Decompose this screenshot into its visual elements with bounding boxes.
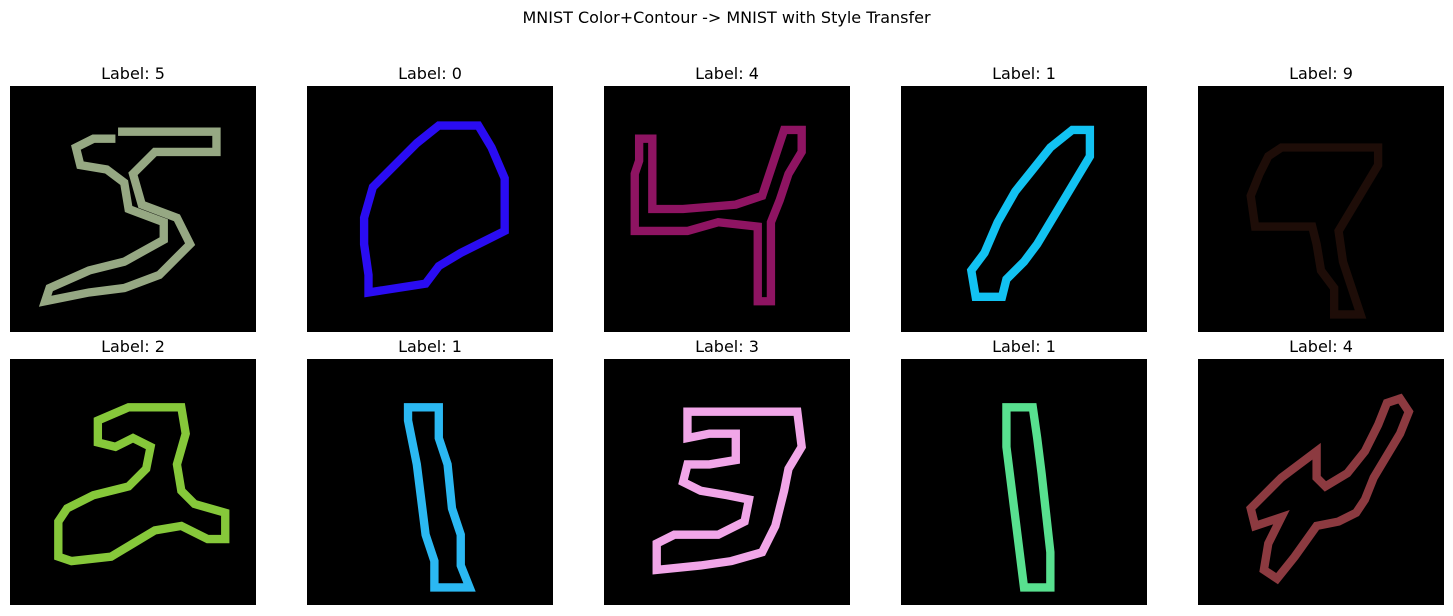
panel-label: Label: 1: [398, 337, 462, 356]
panel-label: Label: 1: [992, 337, 1056, 356]
digit-image: [307, 86, 553, 332]
panel-label: Label: 4: [695, 64, 759, 83]
digit-contour: [1246, 393, 1414, 585]
digit-image: [604, 86, 850, 332]
digit-contour: [54, 403, 230, 566]
digit-image: [1198, 359, 1444, 605]
panel-label: Label: 5: [101, 64, 165, 83]
panel-label: Label: 2: [101, 337, 165, 356]
panel-label: Label: 4: [1289, 337, 1353, 356]
digit-contour: [38, 127, 221, 307]
digit-image: [901, 359, 1147, 605]
digit-image: [10, 359, 256, 605]
digit-contour: [1002, 403, 1055, 592]
digit-contour: [1246, 143, 1383, 319]
digit-contour: [652, 407, 806, 575]
panel-label: Label: 3: [695, 337, 759, 356]
digit-image: [10, 86, 256, 332]
panel-label: Label: 9: [1289, 64, 1353, 83]
digit-contour: [359, 121, 509, 298]
digit-image: [307, 359, 553, 605]
figure-title: MNIST Color+Contour -> MNIST with Style …: [522, 8, 931, 27]
digit-image: [604, 359, 850, 605]
digit-contour: [630, 125, 806, 306]
digit-image: [1198, 86, 1444, 332]
panel-label: Label: 1: [992, 64, 1056, 83]
digit-contour: [966, 125, 1095, 302]
digit-image: [901, 86, 1147, 332]
digit-contour: [403, 403, 476, 592]
panel-label: Label: 0: [398, 64, 462, 83]
